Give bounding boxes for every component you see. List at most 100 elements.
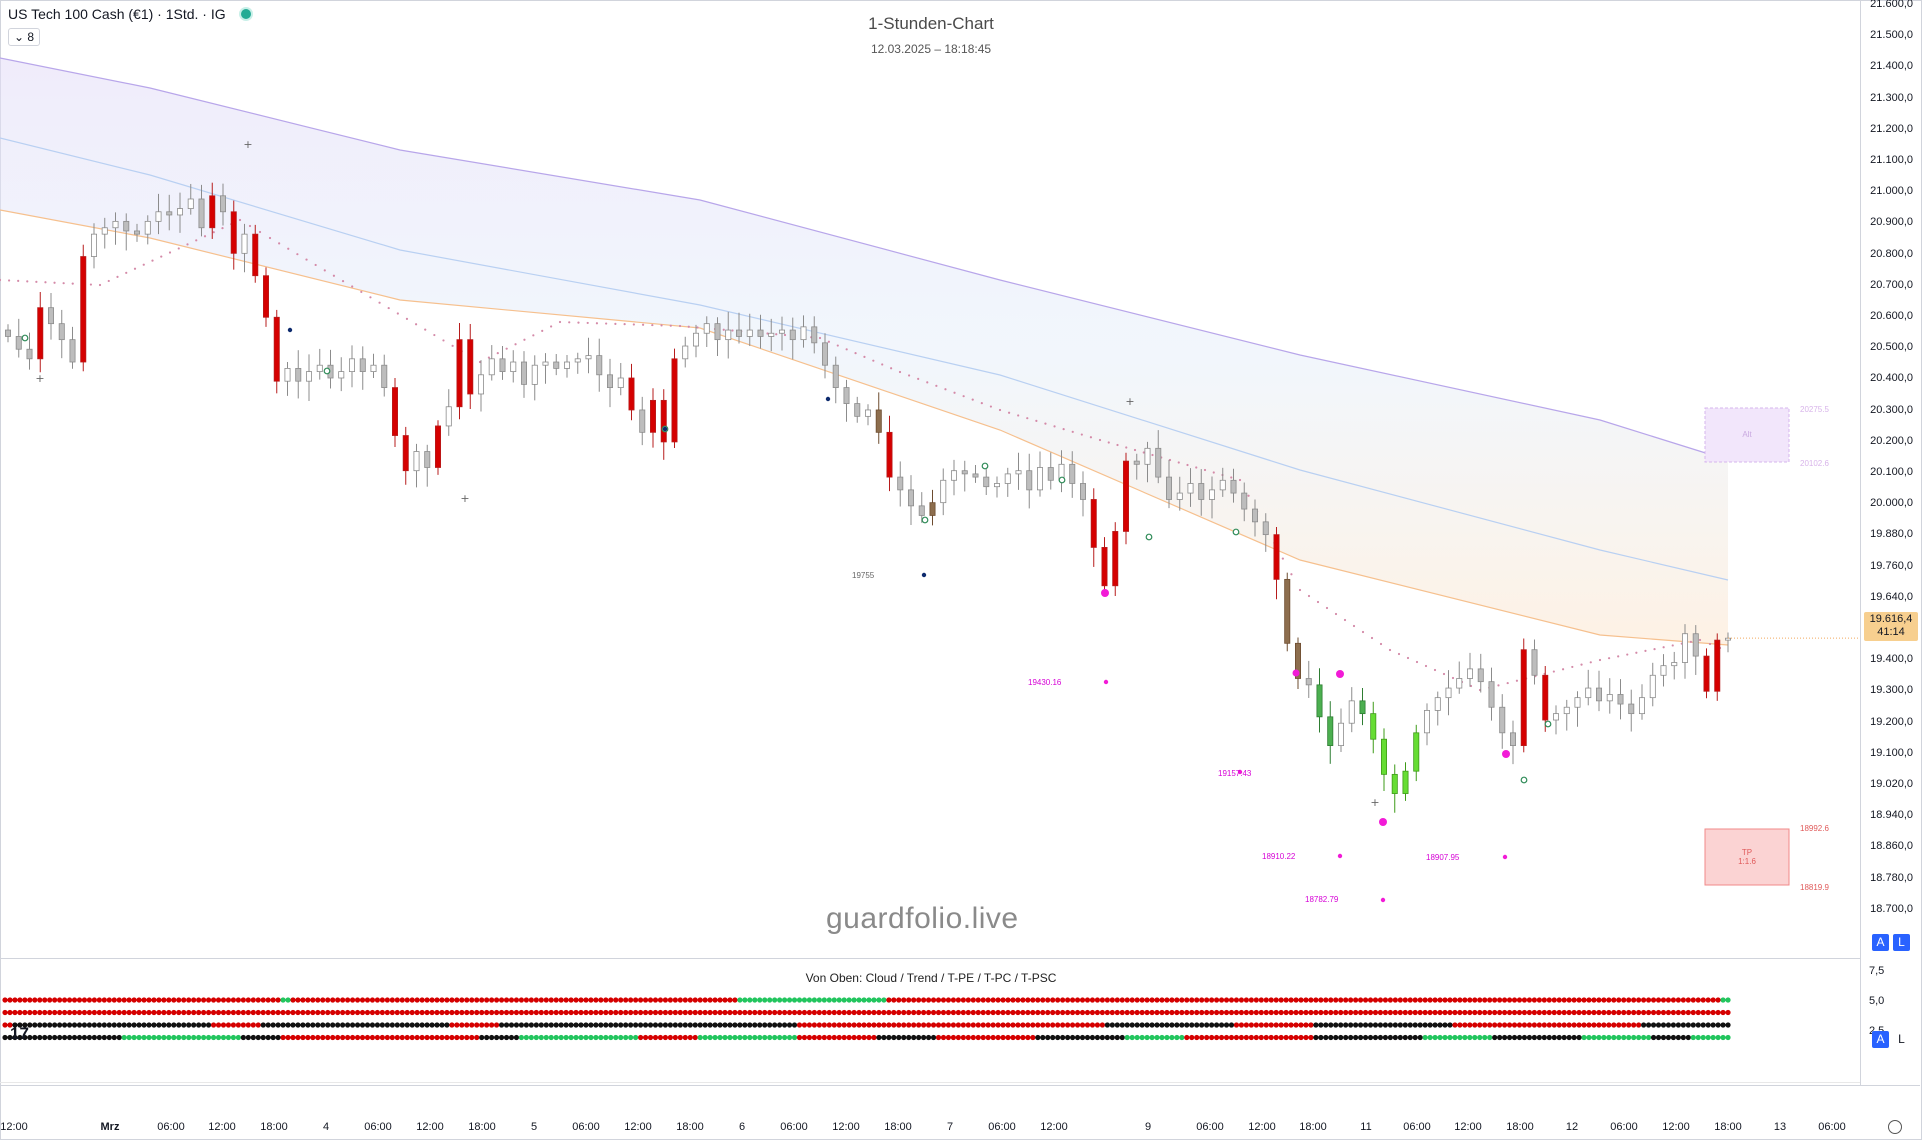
time-tick: 11	[1360, 1121, 1372, 1133]
indicator-dot	[1546, 997, 1552, 1003]
indicator-dot	[285, 997, 291, 1003]
indicator-dot	[633, 1034, 639, 1041]
indicator-dot	[245, 997, 251, 1003]
indicator-dot	[66, 1009, 73, 1016]
trend-dot	[424, 328, 427, 331]
trend-dot	[0, 278, 2, 282]
indicator-axis[interactable]: 7,55,02,5	[1860, 960, 1921, 1085]
indicator-dot	[1308, 1034, 1314, 1041]
indicator-dot	[1094, 997, 1101, 1003]
indicator-dot	[52, 1022, 58, 1028]
indicator-dot	[1223, 1022, 1230, 1028]
indicator-dot	[1228, 997, 1235, 1003]
indicator-dot	[1139, 1022, 1145, 1028]
indicator-dot	[623, 1009, 629, 1016]
indicator-dot	[1293, 1022, 1299, 1028]
indicator-dot	[1591, 1022, 1597, 1028]
indicator-dot	[667, 1034, 673, 1041]
indicator-dot	[995, 1022, 1001, 1028]
indicator-dot	[608, 1034, 614, 1041]
indicator-dot	[1601, 997, 1607, 1003]
indicator-dot	[1367, 997, 1374, 1003]
indicator-collapse-button[interactable]: ⌄ 8	[8, 28, 41, 46]
indicator-dot	[57, 1022, 63, 1028]
indicator-dot	[608, 1009, 614, 1016]
candle-body	[628, 377, 635, 411]
indicator-dot	[578, 1022, 584, 1028]
indicator-dot	[772, 1009, 778, 1016]
indicator-dot	[1402, 1034, 1408, 1041]
auto-scale-button[interactable]: A	[1872, 934, 1889, 951]
indicator-dot	[444, 997, 450, 1003]
indicator-dot	[1506, 1009, 1513, 1016]
indicator-dot	[1174, 1009, 1180, 1016]
indicator-dot	[1020, 1034, 1026, 1041]
indicator-dot-rows[interactable]	[0, 990, 1860, 1050]
candle-body	[1348, 700, 1355, 724]
indicator-dot	[1149, 1009, 1155, 1016]
trend-dot	[1361, 630, 1365, 634]
indicator-dot	[1392, 1034, 1398, 1041]
indicator-dot	[1015, 1034, 1021, 1041]
indicator-dot	[732, 997, 738, 1003]
trend-dot	[632, 323, 635, 326]
indicator-auto-scale-button[interactable]: A	[1872, 1031, 1889, 1048]
indicator-dot	[434, 1022, 440, 1028]
trend-dot	[595, 322, 599, 325]
trend-dot	[1195, 466, 1198, 469]
candle-body	[1520, 649, 1527, 746]
indicator-dot	[985, 1009, 991, 1016]
price-axis[interactable]: 21.600,0 21.500,0 21.400,0 21.300,0 21.200,0…	[1860, 0, 1921, 960]
symbol-title[interactable]: US Tech 100 Cash (€1) · 1Std. · IG	[8, 6, 226, 22]
indicator-dot	[990, 1022, 996, 1028]
indicator-dot	[1432, 1034, 1438, 1041]
indicator-dot	[310, 1034, 316, 1041]
indicator-dot	[831, 1034, 837, 1041]
indicator-dot	[1348, 1022, 1354, 1028]
pane-separator[interactable]	[0, 958, 1860, 959]
indicator-dot	[265, 1022, 271, 1028]
indicator-dot	[911, 1034, 917, 1041]
indicator-dot	[558, 1022, 564, 1028]
settings-gear-icon[interactable]	[1888, 1120, 1902, 1134]
indicator-dot	[280, 1022, 286, 1028]
indicator-dot	[1576, 1022, 1582, 1028]
indicator-dot	[205, 1034, 212, 1041]
indicator-dot	[1114, 1022, 1120, 1028]
alt-bottom-label: 20102.6	[1800, 459, 1829, 468]
indicator-dot	[950, 1009, 957, 1016]
indicator-dot	[12, 1022, 18, 1028]
indicator-dot	[215, 997, 222, 1003]
time-axis[interactable]	[0, 1085, 1920, 1139]
indicator-dot	[2, 1009, 8, 1016]
trend-dot	[980, 401, 983, 405]
indicator-dot	[1705, 1034, 1711, 1041]
indicator-dot	[32, 1034, 38, 1041]
trend-dot	[669, 324, 672, 327]
candle-body	[1585, 687, 1592, 699]
indicator-dot	[171, 997, 177, 1003]
indicator-dot	[866, 1009, 872, 1016]
trend-dot	[568, 321, 571, 324]
candle-body	[897, 476, 904, 491]
indicator-dot	[1313, 1034, 1319, 1041]
indicator-dot	[399, 1009, 405, 1016]
indicator-dot	[305, 1009, 311, 1016]
indicator-dot	[811, 1022, 817, 1028]
indicator-dot	[737, 1034, 743, 1041]
indicator-dot	[201, 1034, 207, 1041]
indicator-dot	[1541, 997, 1547, 1003]
log-scale-button[interactable]: L	[1893, 934, 1910, 951]
time-tick: 12:00	[624, 1121, 652, 1133]
main-price-chart[interactable]: +++++	[0, 0, 1860, 958]
indicator-log-scale-button[interactable]: L	[1893, 1031, 1910, 1048]
indicator-dot	[27, 997, 33, 1003]
indicator-dot	[925, 1009, 932, 1016]
price-tick: 21.000,0	[1870, 185, 1913, 198]
indicator-dot	[523, 997, 529, 1003]
indicator-dot	[245, 1009, 251, 1016]
candle-body	[413, 451, 420, 472]
indicator-dot	[434, 1009, 440, 1016]
candle-body	[1305, 678, 1312, 686]
indicator-dot	[1531, 997, 1537, 1003]
